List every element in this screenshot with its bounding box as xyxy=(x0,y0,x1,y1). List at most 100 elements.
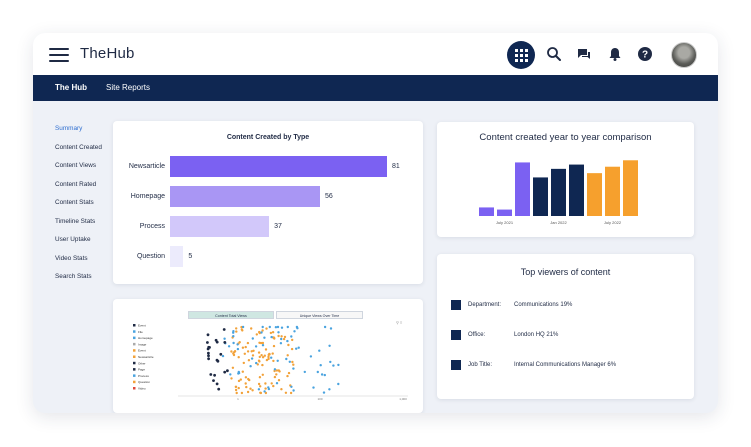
scatter-point[interactable] xyxy=(250,357,254,360)
bar[interactable] xyxy=(170,246,184,267)
scatter-point[interactable] xyxy=(290,335,293,338)
scatter-point[interactable] xyxy=(295,325,299,329)
sidebar-item-content-views[interactable]: Content Views xyxy=(55,162,97,169)
scatter-point[interactable] xyxy=(276,325,280,329)
scatter-point[interactable] xyxy=(272,359,275,363)
scatter-point[interactable] xyxy=(261,363,264,367)
user-avatar[interactable] xyxy=(671,42,697,68)
scatter-point[interactable] xyxy=(273,375,277,379)
scatter-point[interactable] xyxy=(290,385,293,388)
bar[interactable] xyxy=(497,209,512,216)
bar[interactable] xyxy=(551,168,566,216)
scatter-point[interactable] xyxy=(250,327,253,330)
scatter-point[interactable] xyxy=(246,350,250,353)
scatter-point[interactable] xyxy=(286,374,289,378)
scatter-point[interactable] xyxy=(285,357,288,361)
scatter-point[interactable] xyxy=(247,359,251,362)
scatter-point[interactable] xyxy=(270,335,273,339)
scatter-point[interactable] xyxy=(292,389,295,392)
scatter-point[interactable] xyxy=(237,379,241,383)
scatter-point[interactable] xyxy=(291,360,294,364)
scatter-point[interactable] xyxy=(280,335,283,338)
scatter-point[interactable] xyxy=(215,382,219,386)
scatter-point[interactable] xyxy=(268,352,271,356)
scatter-point[interactable] xyxy=(286,339,289,343)
scatter-point[interactable] xyxy=(246,390,250,394)
scatter-point[interactable] xyxy=(213,373,216,377)
scatter-point[interactable] xyxy=(287,371,291,375)
scatter-point[interactable] xyxy=(244,382,247,385)
scatter-point[interactable] xyxy=(249,365,252,368)
scatter-point[interactable] xyxy=(212,379,215,382)
scatter-point[interactable] xyxy=(226,369,229,373)
scatter-point[interactable] xyxy=(245,385,248,389)
scatter-point[interactable] xyxy=(264,382,267,385)
scatter-point[interactable] xyxy=(286,325,289,329)
scatter-point[interactable] xyxy=(265,327,268,330)
scatter-point[interactable] xyxy=(206,341,209,344)
scatter-point[interactable] xyxy=(234,385,238,389)
scatter-point[interactable] xyxy=(207,351,210,355)
menu-icon[interactable] xyxy=(49,48,69,62)
scatter-point[interactable] xyxy=(232,341,235,345)
scatter-point[interactable] xyxy=(260,354,263,357)
bar[interactable] xyxy=(479,207,494,216)
scatter-point[interactable] xyxy=(263,354,266,357)
scatter-point[interactable] xyxy=(277,331,280,334)
scatter-point[interactable] xyxy=(240,328,243,331)
scatter-point[interactable] xyxy=(255,333,258,336)
scatter-point[interactable] xyxy=(223,341,227,344)
scatter-point[interactable] xyxy=(280,388,283,391)
scatter-point[interactable] xyxy=(328,388,331,391)
apps-grid-button[interactable] xyxy=(507,41,535,69)
sidebar-item-video-stats[interactable]: Video Stats xyxy=(55,254,88,262)
scatter-point[interactable] xyxy=(243,352,246,355)
scatter-point[interactable] xyxy=(277,369,280,372)
bar[interactable] xyxy=(170,186,321,207)
scatter-point[interactable] xyxy=(215,358,219,362)
scatter-point[interactable] xyxy=(261,329,264,332)
scatter-point[interactable] xyxy=(251,389,254,392)
scatter-point[interactable] xyxy=(270,382,273,385)
scatter-point[interactable] xyxy=(292,367,295,370)
scatter-point[interactable] xyxy=(328,344,331,347)
scatter-point[interactable] xyxy=(264,348,268,351)
bar[interactable] xyxy=(515,162,530,216)
scatter-point[interactable] xyxy=(274,326,278,329)
scatter-point[interactable] xyxy=(241,346,245,349)
scatter-point[interactable] xyxy=(329,327,333,330)
scatter-point[interactable] xyxy=(318,349,321,352)
scatter-point[interactable] xyxy=(261,341,265,345)
scatter-point[interactable] xyxy=(263,390,266,393)
scatter-point[interactable] xyxy=(207,345,211,349)
bar[interactable] xyxy=(569,164,584,216)
scatter-point[interactable] xyxy=(252,349,255,352)
bar[interactable] xyxy=(170,156,387,177)
scatter-point[interactable] xyxy=(258,376,262,379)
scatter-point[interactable] xyxy=(272,384,275,388)
scatter-point[interactable] xyxy=(286,354,289,357)
scatter-point[interactable] xyxy=(258,330,261,334)
scatter-point[interactable] xyxy=(322,391,326,394)
scatter-point[interactable] xyxy=(267,355,270,359)
scatter-point[interactable] xyxy=(257,382,261,386)
scatter-point[interactable] xyxy=(257,359,261,362)
scatter-point[interactable] xyxy=(288,360,291,363)
scatter-point[interactable] xyxy=(235,327,238,330)
scatter-point[interactable] xyxy=(293,330,296,333)
scatter-point[interactable] xyxy=(291,338,294,342)
scatter-point[interactable] xyxy=(244,345,247,349)
scatter-point[interactable] xyxy=(236,343,239,346)
tab-content-total-views[interactable]: Content Total Views xyxy=(188,311,274,319)
scatter-point[interactable] xyxy=(244,376,248,379)
scatter-point[interactable] xyxy=(283,335,287,339)
scatter-point[interactable] xyxy=(275,369,279,372)
scatter-point[interactable] xyxy=(237,356,240,359)
scatter-point[interactable] xyxy=(250,350,253,353)
scatter-point[interactable] xyxy=(237,370,240,374)
scatter-point[interactable] xyxy=(267,386,270,389)
scatter-point[interactable] xyxy=(234,388,238,392)
scatter-point[interactable] xyxy=(255,361,258,365)
scatter-point[interactable] xyxy=(221,354,225,358)
scatter-point[interactable] xyxy=(256,363,259,366)
